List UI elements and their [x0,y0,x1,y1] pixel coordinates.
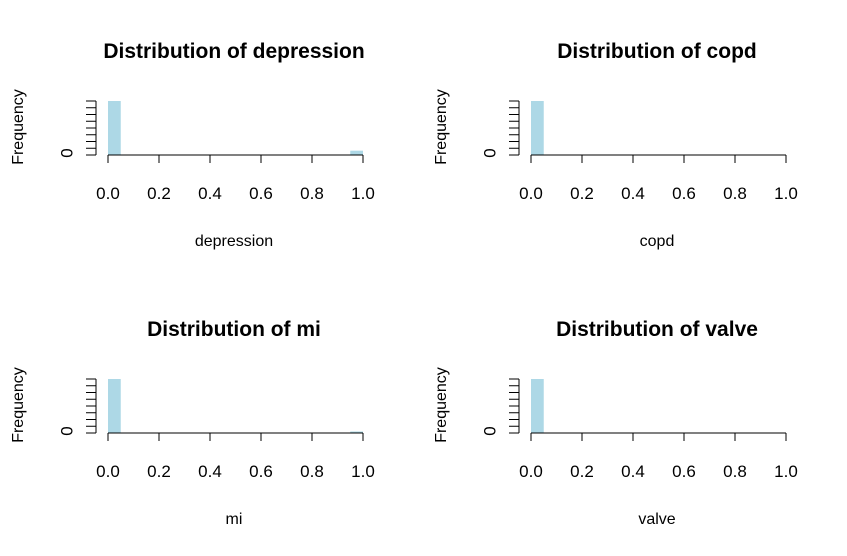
x-tick-label: 0.0 [96,462,120,481]
x-tick-label: 1.0 [774,462,798,481]
chart-title: Distribution of mi [147,318,321,341]
x-tick-label: 0.4 [621,462,645,481]
x-tick-label: 0.2 [570,184,594,203]
y-tick-label: 0 [480,426,499,435]
chart-title: Distribution of valve [556,318,758,341]
x-tick-label: 0.8 [300,462,324,481]
y-axis-label: Frequency [433,89,450,165]
histogram-panel: Distribution of copd 0.0 0.2 0.4 0.6 0.8 1.0 0 c… [433,40,798,250]
x-tick-label: 0.8 [723,462,747,481]
x-tick-label: 0.6 [249,184,273,203]
x-tick-label: 1.0 [774,184,798,203]
histogram-bar [350,150,363,155]
y-axis-label: Frequency [433,367,450,443]
x-tick-label: 1.0 [351,462,375,481]
histogram-bar [108,101,121,155]
histogram-bar [531,379,544,433]
x-axis-label: copd [640,233,675,250]
y-tick-label: 0 [57,148,76,157]
histogram-bar [350,431,363,433]
x-tick-label: 0.8 [300,184,324,203]
x-tick-label: 0.6 [249,462,273,481]
chart-title: Distribution of copd [557,40,756,63]
x-tick-label: 0.6 [672,462,696,481]
x-tick-label: 0.4 [198,184,222,203]
x-tick-label: 0.6 [672,184,696,203]
x-tick-label: 0.4 [621,184,645,203]
x-axis-label: valve [638,511,675,528]
histogram-panel: Distribution of mi 0.0 0.2 0.4 0.6 0.8 1.0 0 mi F… [10,318,375,528]
histogram-panel: Distribution of depression 0.0 0.2 0.4 0.6 0.… [10,40,375,250]
y-axis-label: Frequency [10,367,27,443]
x-tick-label: 0.2 [570,462,594,481]
histogram-bar [108,379,121,433]
x-axis-label: depression [195,233,273,250]
x-tick-label: 1.0 [351,184,375,203]
x-tick-label: 0.2 [147,462,171,481]
x-tick-label: 0.4 [198,462,222,481]
histogram-panel: Distribution of valve 0.0 0.2 0.4 0.6 0.8 1.0 0… [433,318,798,528]
chart-title: Distribution of depression [103,40,364,63]
x-tick-label: 0.0 [519,462,543,481]
y-tick-label: 0 [480,148,499,157]
x-tick-label: 0.8 [723,184,747,203]
x-tick-label: 0.0 [96,184,120,203]
y-axis-label: Frequency [10,89,27,165]
x-tick-label: 0.0 [519,184,543,203]
histogram-bar [531,101,544,155]
x-tick-label: 0.2 [147,184,171,203]
y-tick-label: 0 [57,426,76,435]
x-axis-label: mi [226,511,243,528]
